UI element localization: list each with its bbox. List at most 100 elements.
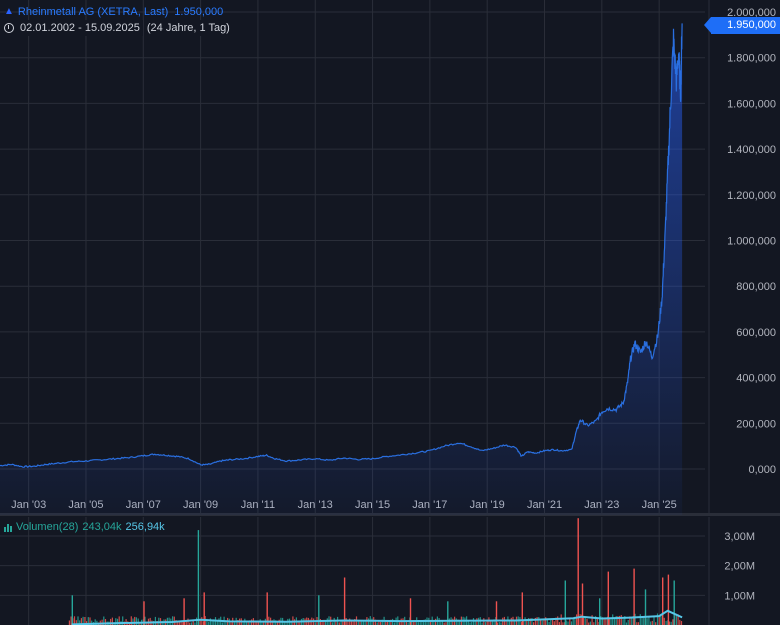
volume-bar — [321, 620, 323, 625]
volume-bar — [130, 616, 132, 625]
volume-bar — [386, 621, 389, 625]
volume-bar — [596, 618, 598, 625]
volume-bar — [261, 621, 263, 625]
volume-bar — [290, 621, 292, 625]
volume-bar — [414, 621, 416, 625]
volume-bar — [271, 620, 273, 625]
last-value: 1.950,000 — [174, 6, 224, 18]
volume-ma-line — [71, 609, 683, 625]
price-line — [0, 23, 683, 468]
volume-bar — [615, 616, 617, 625]
mountain-chart-icon: ▲ — [4, 6, 14, 17]
volume-bar — [245, 621, 248, 625]
volume-bar — [680, 621, 683, 625]
last-price-label: 1.950,000 — [704, 17, 780, 34]
volume-bar — [323, 619, 325, 625]
volume-bar — [135, 617, 137, 625]
volume-bar — [331, 622, 334, 625]
volume-spike-bar — [577, 518, 579, 625]
volume-bar — [629, 616, 631, 625]
volume-spike-bar — [71, 595, 73, 625]
volume-spike-bar — [667, 574, 670, 625]
volume-bar — [443, 622, 445, 625]
volume-bar — [185, 620, 187, 625]
volume-bar — [529, 618, 531, 625]
volume-bar — [144, 616, 146, 625]
volume-spike-bar — [343, 577, 346, 625]
price-axis-label: 200,000 — [736, 418, 776, 430]
volume-bar — [283, 622, 285, 625]
volume-bar — [655, 622, 657, 625]
volume-bar — [111, 617, 113, 625]
volume-bar — [505, 621, 507, 625]
volume-bar — [656, 613, 659, 625]
volume-value: 243,04k — [82, 521, 122, 533]
instrument-row[interactable]: ▲ Rheinmetall AG (XETRA, Last) 1.950,000 — [4, 4, 233, 20]
volume-bar — [149, 617, 151, 625]
volume-bar — [187, 618, 189, 625]
volume-bar — [538, 617, 540, 625]
volume-bar — [663, 617, 665, 625]
volume-bar — [641, 617, 643, 625]
volume-bar — [221, 622, 223, 625]
volume-bar — [527, 618, 530, 625]
volume-bar — [493, 619, 495, 625]
volume-ma-value: 256,94k — [125, 521, 165, 533]
volume-bar — [361, 620, 363, 625]
volume-bar — [562, 622, 564, 625]
volume-bar — [132, 618, 134, 625]
volume-bar — [192, 620, 194, 625]
volume-bar — [490, 620, 492, 625]
volume-label: Volumen(28) — [16, 521, 79, 533]
volume-spike-bar — [607, 571, 609, 625]
volume-bar — [91, 620, 93, 625]
volume-bar — [378, 621, 380, 625]
volume-bar — [354, 619, 356, 625]
volume-bar — [589, 621, 591, 625]
volume-bar — [421, 621, 423, 625]
volume-bar — [201, 617, 203, 625]
volume-bar — [441, 621, 444, 625]
volume-bar — [481, 622, 483, 625]
volume-bar — [216, 620, 218, 625]
clock-icon — [4, 23, 14, 33]
volume-bar — [576, 614, 578, 625]
volume-bar — [68, 620, 70, 625]
volume-bar — [209, 618, 211, 625]
price-axis-label: 0,000 — [748, 464, 776, 476]
volume-bar — [340, 621, 342, 625]
volume-bar — [338, 622, 340, 625]
volume-bar — [172, 616, 174, 625]
volume-bar — [600, 616, 602, 625]
volume-bar — [648, 616, 650, 625]
volume-bar — [605, 618, 607, 625]
volume-bar — [335, 620, 337, 625]
volume-bar — [285, 621, 287, 625]
volume-bar — [398, 622, 401, 625]
volume-bar — [672, 619, 674, 625]
volume-bar — [362, 621, 364, 625]
volume-bar — [352, 620, 354, 625]
volume-bar — [178, 620, 180, 625]
volume-bar — [257, 620, 260, 625]
volume-spike-bar — [495, 601, 498, 625]
volume-axis-label: 2,00M — [724, 561, 755, 573]
volume-legend[interactable]: Volumen(28) 243,04k 256,94k — [4, 521, 165, 533]
volume-bar — [275, 620, 277, 625]
volume-bar — [668, 621, 671, 625]
volume-bar — [263, 620, 265, 625]
volume-bar — [484, 622, 487, 625]
instrument-name[interactable]: Rheinmetall AG (XETRA, Last) — [17, 6, 169, 18]
volume-bar — [359, 620, 361, 625]
volume-bar — [570, 621, 573, 625]
volume-bar — [115, 618, 117, 625]
volume-bar — [110, 618, 112, 625]
volume-bar — [388, 620, 390, 625]
volume-bar — [514, 619, 516, 625]
volume-bar — [650, 621, 652, 625]
volume-bar — [553, 621, 555, 625]
volume-bar — [467, 621, 469, 625]
volume-bar — [660, 613, 662, 625]
volume-bar — [474, 620, 476, 625]
